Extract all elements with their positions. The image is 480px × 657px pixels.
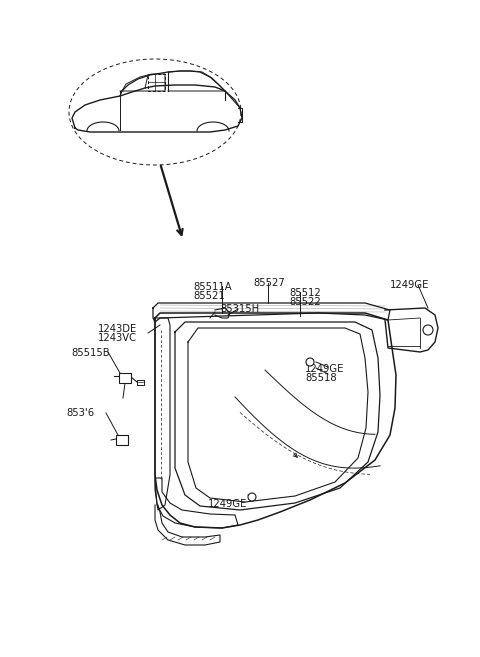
Bar: [116, 435, 128, 445]
Text: 1243DE: 1243DE: [98, 324, 137, 334]
Text: 85515B: 85515B: [71, 348, 109, 358]
Text: 853'6: 853'6: [66, 408, 94, 418]
Text: 85512: 85512: [289, 288, 321, 298]
Text: 1249GE: 1249GE: [208, 499, 248, 509]
Text: 85315H: 85315H: [220, 304, 259, 314]
Bar: [119, 373, 131, 383]
Text: 85518: 85518: [305, 373, 336, 383]
Circle shape: [248, 493, 256, 501]
Text: 85527: 85527: [253, 278, 285, 288]
Text: 1243VC: 1243VC: [98, 333, 137, 343]
Text: 1249GE: 1249GE: [305, 364, 344, 374]
Text: 85521: 85521: [193, 291, 225, 301]
Circle shape: [423, 325, 433, 335]
Text: 1249GE: 1249GE: [390, 280, 430, 290]
Bar: [137, 380, 144, 385]
Circle shape: [306, 358, 314, 366]
Text: 85522: 85522: [289, 297, 321, 307]
Text: 85511A: 85511A: [193, 282, 232, 292]
